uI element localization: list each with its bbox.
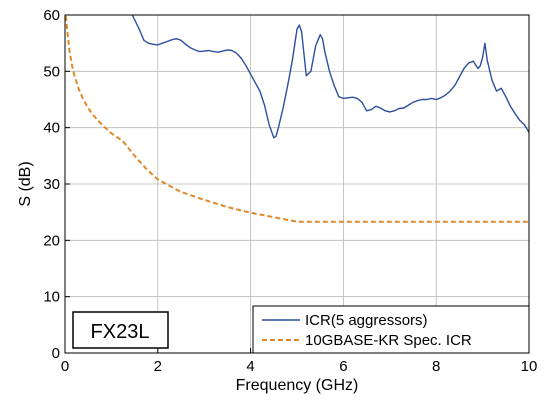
annotation-badge: FX23L <box>72 311 169 349</box>
y-tick-label-3: 30 <box>43 176 60 193</box>
legend-label-series-1: ICR(5 aggressors) <box>305 312 428 329</box>
series-layer <box>64 14 530 223</box>
y-tick-label-1: 10 <box>43 289 60 306</box>
y-tick-label-5: 50 <box>43 63 60 80</box>
x-tick-label-3: 6 <box>339 358 347 375</box>
series-line-2 <box>64 16 529 223</box>
x-axis-title: Frequency (GHz) <box>236 377 359 394</box>
x-tick-label-2: 4 <box>246 358 254 375</box>
y-tick-label-0: 0 <box>52 345 60 362</box>
y-tick-label-2: 20 <box>43 232 60 249</box>
y-axis-title: S (dB) <box>17 161 34 206</box>
x-tick-label-5: 10 <box>521 358 538 375</box>
legend-label-series-2: 10GBASE-KR Spec. ICR <box>305 332 472 349</box>
grid-lines <box>65 15 529 353</box>
y-tick-label-6: 60 <box>43 7 60 24</box>
x-tick-label-0: 0 <box>61 358 69 375</box>
x-tick-label-1: 2 <box>154 358 162 375</box>
x-tick-label-4: 8 <box>432 358 440 375</box>
legend: ICR(5 aggressors) 10GBASE-KR Spec. ICR <box>252 305 530 354</box>
series-line-1 <box>131 14 530 139</box>
axis-ticks: 0 2 4 6 8 10 0 10 20 30 40 50 60 <box>43 7 537 375</box>
y-tick-label-4: 40 <box>43 120 60 137</box>
annotation-label: FX23L <box>91 321 150 343</box>
